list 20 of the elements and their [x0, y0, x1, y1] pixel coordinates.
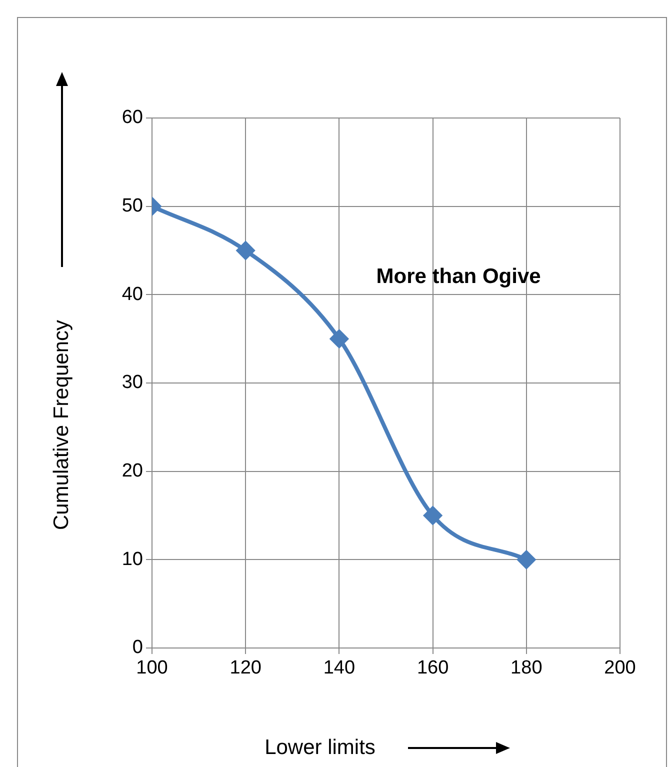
point: [517, 550, 536, 569]
x-tick-label: 100: [136, 658, 168, 679]
x-tick-label: 160: [416, 658, 449, 679]
point: [330, 330, 348, 348]
x-tick-label: 140: [323, 658, 356, 679]
x-tick-label: 200: [604, 658, 636, 679]
y-tick-label: 40: [122, 284, 143, 305]
y-axis-title: Cumulative Frequency: [50, 320, 74, 530]
y-tick-label: 50: [122, 196, 143, 217]
x-axis-title: Lower limits: [264, 736, 376, 760]
point: [424, 506, 442, 524]
annotation: More than Ogive: [376, 264, 541, 288]
y-tick-label: 20: [122, 460, 143, 482]
y-tick-label: 0: [132, 637, 143, 658]
point: [236, 242, 255, 260]
x-tick-label: 180: [510, 658, 542, 679]
y-tick-label: 60: [122, 107, 143, 128]
x-tick-label: 120: [230, 658, 262, 679]
y-tick-label: 10: [122, 548, 143, 570]
y-tick-label: 30: [122, 372, 143, 394]
